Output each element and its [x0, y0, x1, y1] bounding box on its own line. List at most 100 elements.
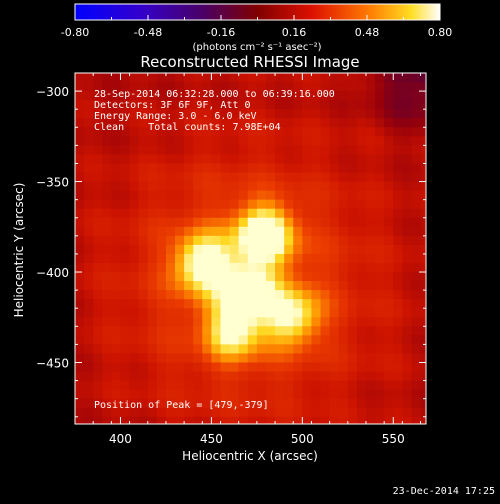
- heatmap-pixel: [93, 217, 103, 228]
- heatmap-pixel: [275, 199, 285, 210]
- heatmap-pixel: [256, 262, 267, 273]
- heatmap-pixel: [193, 100, 203, 110]
- heatmap-pixel: [220, 253, 231, 264]
- heatmap-pixel: [275, 190, 285, 201]
- heatmap-pixel: [220, 181, 231, 192]
- heatmap-pixel: [365, 163, 376, 174]
- heatmap-pixel: [420, 181, 426, 192]
- heatmap-pixel: [75, 100, 85, 110]
- heatmap-pixel: [184, 317, 194, 327]
- heatmap-pixel: [229, 344, 240, 355]
- heatmap-pixel: [275, 235, 285, 246]
- heatmap-pixel: [120, 389, 131, 400]
- heatmap-pixel: [347, 398, 358, 409]
- heatmap-pixel: [329, 290, 340, 300]
- heatmap-pixel: [256, 317, 267, 327]
- heatmap-pixel: [311, 226, 322, 237]
- heatmap-pixel: [411, 308, 422, 318]
- heatmap-pixel: [147, 308, 158, 318]
- heatmap-pixel: [239, 426, 249, 436]
- heatmap-pixel: [411, 100, 422, 110]
- heatmap-pixel: [184, 299, 194, 309]
- heatmap-pixel: [193, 217, 203, 228]
- info-line-detectors: Detectors: 3F 6F 9F, Att 0: [94, 100, 251, 111]
- heatmap-pixel: [202, 398, 212, 409]
- heatmap-pixel: [402, 163, 413, 174]
- chart-title: Reconstructed RHESSI Image: [140, 53, 359, 71]
- heatmap-pixel: [120, 163, 131, 174]
- heatmap-pixel: [384, 226, 394, 237]
- heatmap-pixel: [320, 154, 331, 165]
- heatmap-pixel: [93, 317, 103, 327]
- heatmap-pixel: [375, 290, 385, 300]
- heatmap-pixel: [156, 371, 167, 382]
- heatmap-pixel: [84, 290, 94, 300]
- heatmap-pixel: [275, 82, 285, 92]
- heatmap-pixel: [211, 235, 222, 246]
- heatmap-pixel: [384, 244, 394, 255]
- heatmap-pixel: [184, 253, 194, 264]
- heatmap-pixel: [293, 272, 303, 282]
- heatmap-pixel: [93, 82, 103, 92]
- heatmap-pixel: [347, 371, 358, 382]
- heatmap-pixel: [202, 407, 212, 418]
- heatmap-pixel: [356, 136, 367, 146]
- heatmap-pixel: [229, 398, 240, 409]
- heatmap-pixel: [365, 181, 376, 192]
- heatmap-pixel: [338, 253, 349, 264]
- heatmap-pixel: [256, 163, 267, 174]
- heatmap-pixel: [84, 109, 94, 119]
- heatmap-pixel: [84, 154, 94, 165]
- info-line-energy: Energy Range: 3.0 - 6.0 keV: [94, 111, 257, 122]
- heatmap-pixel: [84, 208, 94, 219]
- heatmap-pixel: [411, 262, 422, 273]
- heatmap-pixel: [402, 290, 413, 300]
- heatmap-pixel: [338, 344, 349, 355]
- heatmap-pixel: [365, 199, 376, 210]
- heatmap-pixel: [411, 91, 422, 101]
- heatmap-pixel: [102, 91, 112, 101]
- heatmap-pixel: [147, 163, 158, 174]
- heatmap-pixel: [138, 109, 149, 119]
- heatmap-pixel: [129, 82, 140, 92]
- y-tick-label: −450: [36, 356, 69, 370]
- heatmap-pixel: [220, 244, 231, 255]
- heatmap-pixel: [211, 253, 222, 264]
- x-tick-label: 450: [200, 432, 223, 446]
- heatmap-pixel: [220, 145, 231, 156]
- heatmap-pixel: [193, 109, 203, 119]
- heatmap-pixel: [311, 389, 322, 400]
- heatmap-pixel: [402, 82, 413, 92]
- heatmap-pixel: [275, 353, 285, 364]
- heatmap-pixel: [302, 344, 313, 355]
- heatmap-pixel: [284, 172, 294, 183]
- heatmap-pixel: [365, 109, 376, 119]
- heatmap-pixel: [365, 235, 376, 246]
- heatmap-pixel: [356, 163, 367, 174]
- heatmap-pixel: [220, 109, 231, 119]
- heatmap-pixel: [265, 389, 276, 400]
- heatmap-pixel: [420, 91, 426, 101]
- heatmap-pixel: [120, 91, 131, 101]
- heatmap-pixel: [293, 226, 303, 237]
- heatmap-pixel: [220, 299, 231, 309]
- heatmap-pixel: [411, 244, 422, 255]
- heatmap-pixel: [229, 335, 240, 345]
- heatmap-pixel: [102, 317, 112, 327]
- heatmap-pixel: [102, 398, 112, 409]
- heatmap-pixel: [293, 362, 303, 373]
- heatmap-pixel: [302, 100, 313, 110]
- heatmap-pixel: [120, 281, 131, 291]
- heatmap-pixel: [338, 371, 349, 382]
- heatmap-pixel: [220, 127, 231, 137]
- heatmap-pixel: [347, 362, 358, 373]
- heatmap-pixel: [165, 262, 176, 273]
- heatmap-pixel: [256, 235, 267, 246]
- heatmap-pixel: [120, 172, 131, 183]
- heatmap-pixel: [165, 344, 176, 355]
- heatmap-pixel: [256, 226, 267, 237]
- heatmap-pixel: [220, 190, 231, 201]
- heatmap-pixel: [329, 226, 340, 237]
- heatmap-pixel: [284, 136, 294, 146]
- heatmap-pixel: [247, 290, 258, 300]
